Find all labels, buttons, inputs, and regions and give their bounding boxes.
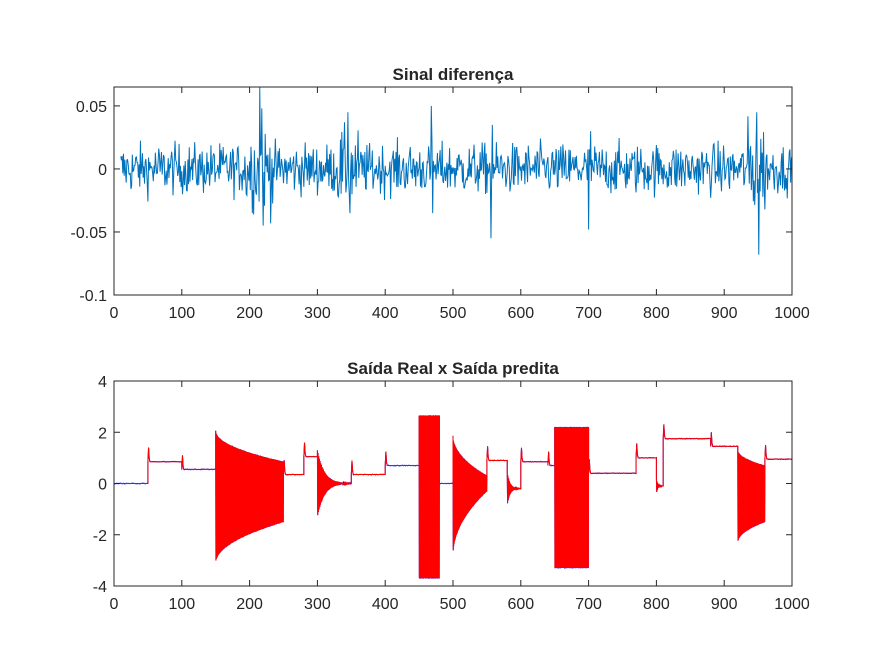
x-tick-label: 600 xyxy=(507,596,534,613)
series-saida xyxy=(113,415,793,579)
y-tick-label: 4 xyxy=(98,374,107,391)
ticks-bottom: 0 100 200 300 400 500 600 700 800 900 1000 -4 -2 0 2 4 xyxy=(93,374,810,613)
x-tick-label: 900 xyxy=(711,596,738,613)
plot-area-top xyxy=(114,87,792,295)
chart-title-top: Sinal diferença xyxy=(393,65,514,84)
x-tick-label: 700 xyxy=(575,596,602,613)
axes-saida-real-predita: 0 100 200 300 400 500 600 700 800 900 1000-4-2024 … xyxy=(93,359,810,613)
x-tick-label: 600 xyxy=(507,305,534,322)
x-tick-label: 100 xyxy=(168,596,195,613)
x-tick-label: 800 xyxy=(643,596,670,613)
y-tick-label: -0.1 xyxy=(79,288,107,305)
y-tick-label: -2 xyxy=(93,528,107,545)
x-tick-label: 500 xyxy=(440,305,467,322)
x-tick-label: 1000 xyxy=(774,305,810,322)
series-sinal-diferenca xyxy=(120,86,793,255)
y-tick-label: 0.05 xyxy=(76,99,107,116)
x-tick-label: 500 xyxy=(440,596,467,613)
x-tick-label: 400 xyxy=(372,305,399,322)
chart-title-bottom: Saída Real x Saída predita xyxy=(347,359,559,378)
y-tick-label: 0 xyxy=(98,477,107,494)
axes-sinal-diferenca: 0 100 200 300 400 500 600 700 800 900 1000 -0.1 -0.0… xyxy=(71,65,810,322)
y-tick-label: -4 xyxy=(93,579,107,596)
x-tick-label: 300 xyxy=(304,596,331,613)
x-tick-label: 0 xyxy=(110,596,119,613)
line-saida-predita xyxy=(114,415,792,579)
x-tick-label: 100 xyxy=(168,305,195,322)
x-tick-label: 700 xyxy=(575,305,602,322)
x-tick-label: 0 xyxy=(110,305,119,322)
x-tick-label: 200 xyxy=(236,305,263,322)
ticks-top: 0 100 200 300 400 500 600 700 800 900 1000 -0.1 -0.0… xyxy=(71,87,810,322)
y-tick-label: 0 xyxy=(98,162,107,179)
x-tick-label: 400 xyxy=(372,596,399,613)
x-tick-label: 800 xyxy=(643,305,670,322)
y-tick-label: -0.05 xyxy=(71,225,108,242)
x-tick-label: 200 xyxy=(236,596,263,613)
line-sinal-diferenca xyxy=(120,86,793,255)
x-tick-label: 300 xyxy=(304,305,331,322)
x-tick-label: 900 xyxy=(711,305,738,322)
y-tick-label: 2 xyxy=(98,425,107,442)
x-tick-label: 1000 xyxy=(774,596,810,613)
